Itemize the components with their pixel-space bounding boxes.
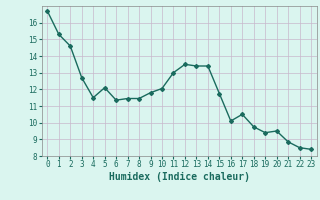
X-axis label: Humidex (Indice chaleur): Humidex (Indice chaleur) bbox=[109, 172, 250, 182]
